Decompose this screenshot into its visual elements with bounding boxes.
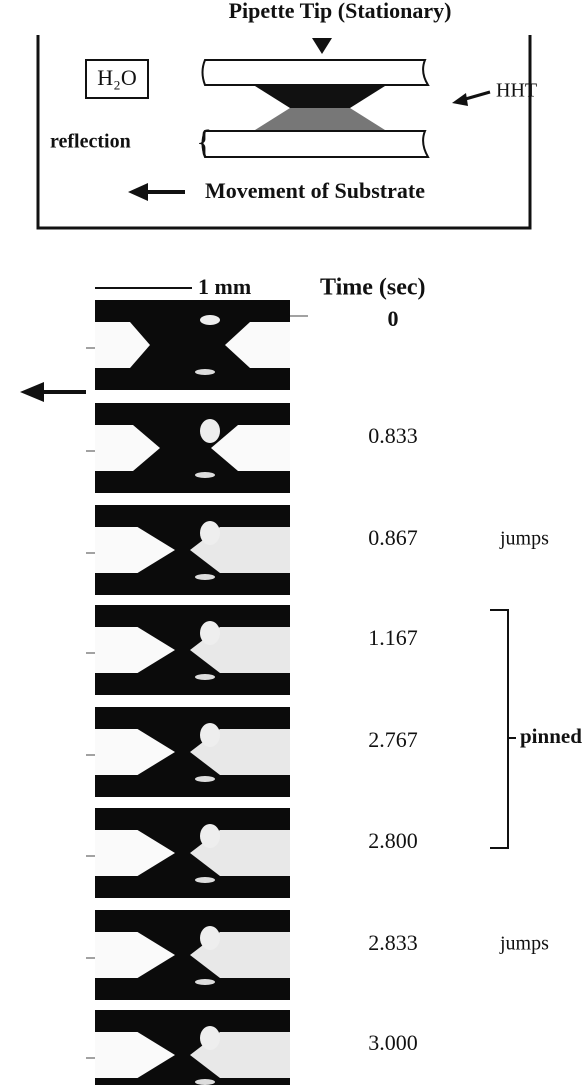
pipette-arrow	[312, 38, 332, 54]
bright-spot	[200, 521, 220, 545]
substrate-arrowhead	[20, 382, 44, 402]
bright-spot	[200, 621, 220, 645]
bright-spot	[200, 1026, 220, 1050]
reflection-label: reflection	[50, 131, 131, 153]
reflection-spot	[195, 574, 215, 580]
gap-left	[95, 527, 175, 573]
bright-spot	[200, 926, 220, 950]
reflection-spot	[195, 776, 215, 782]
hht-label: HHT	[496, 80, 537, 102]
gap-right	[225, 322, 290, 368]
reflection-spot	[195, 472, 215, 478]
event-note: jumps	[499, 933, 549, 955]
gap-left	[95, 1032, 175, 1078]
frames: 0 0.833 0.867 jumps 1.167 2.767 2.800 2.833 jump…	[86, 300, 549, 1085]
gap-left	[95, 830, 175, 876]
schematic-frame	[36, 35, 532, 230]
bright-spot	[200, 723, 220, 747]
time-label: 1.167	[368, 625, 418, 650]
time-label: 0.867	[368, 525, 418, 550]
bright-spot	[200, 315, 220, 325]
event-note: jumps	[499, 528, 549, 550]
gap-left	[95, 932, 175, 978]
hht-arrowhead	[452, 93, 468, 106]
reflection-spot	[195, 979, 215, 985]
time-header: Time (sec)	[320, 275, 426, 301]
bright-spot	[200, 824, 220, 848]
bright-spot	[200, 419, 220, 443]
movement-arrowhead	[128, 183, 148, 201]
gap-right	[211, 425, 290, 471]
water-box	[85, 59, 149, 99]
pinned-label: pinned	[520, 724, 582, 748]
scale-label: 1 mm	[198, 274, 251, 299]
water-label: H₂O	[97, 65, 136, 90]
reflection-brace: {	[196, 124, 212, 161]
gap-left	[95, 627, 175, 673]
time-label: 2.833	[368, 930, 418, 955]
reflection-spot	[195, 369, 215, 375]
reflection-spot	[195, 674, 215, 680]
gap-left	[95, 729, 175, 775]
time-label: 3.000	[368, 1030, 418, 1055]
pinned-bracket	[490, 609, 509, 849]
top-plate	[201, 59, 430, 86]
reflection-spot	[195, 877, 215, 883]
pipette-label: Pipette Tip (Stationary)	[229, 0, 452, 23]
gap-left	[95, 425, 160, 471]
droplet-top	[255, 86, 385, 108]
droplet-reflection	[255, 108, 385, 130]
time-label: 2.800	[368, 828, 418, 853]
movement-label: Movement of Substrate	[205, 178, 425, 203]
time-label: 0	[388, 306, 399, 331]
gap-left	[95, 322, 150, 368]
bottom-plate	[201, 130, 430, 158]
reflection-spot	[195, 1079, 215, 1085]
time-label: 2.767	[368, 727, 418, 752]
time-label: 0.833	[368, 423, 418, 448]
